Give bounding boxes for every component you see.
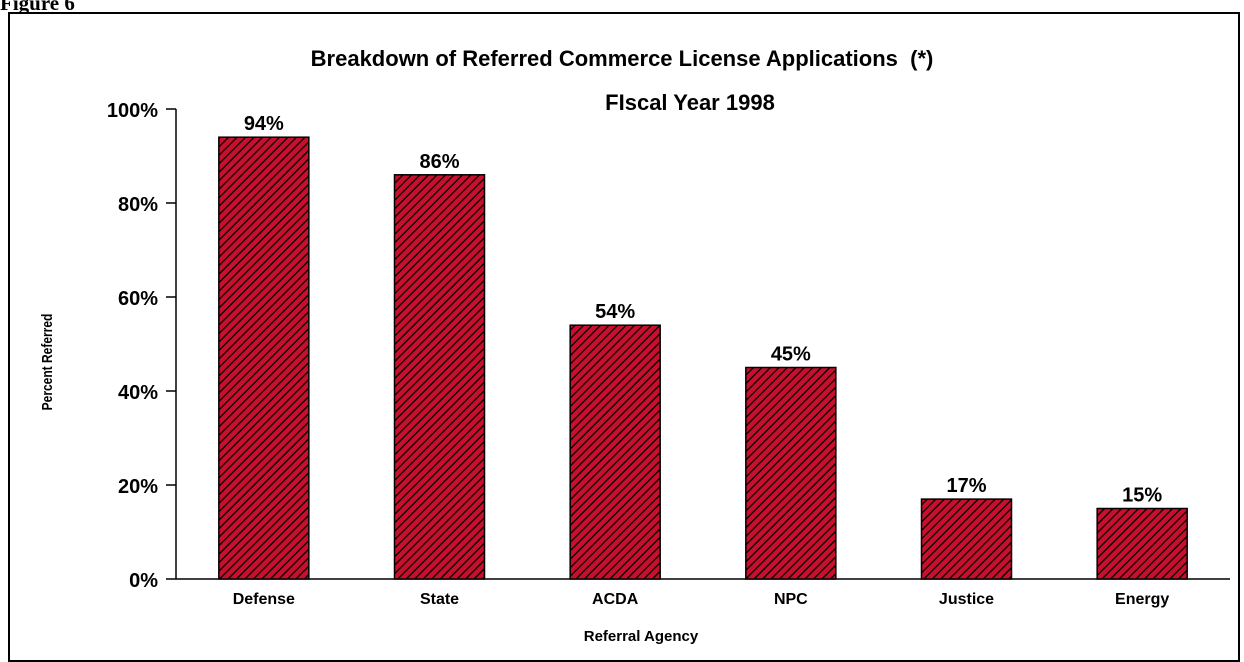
- data-label: 86%: [419, 151, 459, 173]
- bar-defense: [218, 136, 310, 580]
- figure-label: Figure 6: [0, 0, 75, 15]
- x-tick-label: ACDA: [592, 591, 639, 608]
- bar-npc: [745, 366, 837, 580]
- bar-state: [393, 174, 486, 580]
- bar-energy: [1096, 507, 1188, 580]
- data-label: 54%: [595, 301, 635, 323]
- x-tick-label: Justice: [939, 591, 994, 608]
- x-tick-label: Energy: [1115, 591, 1169, 608]
- chart-title: Breakdown of Referred Commerce License A…: [311, 46, 934, 71]
- chart-subtitle: FIscal Year 1998: [605, 90, 775, 115]
- data-label: 17%: [946, 475, 986, 497]
- y-axis-title: Percent Referred: [39, 314, 56, 411]
- x-tick-label: NPC: [774, 591, 808, 608]
- x-axis: Defense State ACDA NPC Justice Energy: [176, 578, 1230, 608]
- x-axis-title: Referral Agency: [584, 628, 699, 645]
- y-tick-label: 0%: [129, 570, 158, 592]
- y-axis: 0% 20% 40% 60% 80% 100%: [107, 100, 177, 592]
- x-tick-label: Defense: [233, 591, 295, 608]
- bar-justice: [920, 498, 1013, 580]
- bars: 94% 86% 54% 45% 17% 15%: [218, 113, 1188, 580]
- data-label: 15%: [1122, 485, 1162, 507]
- data-label: 94%: [244, 113, 284, 135]
- y-tick-label: 60%: [118, 288, 158, 310]
- y-tick-label: 40%: [118, 382, 158, 404]
- y-tick-label: 80%: [118, 194, 158, 216]
- y-tick-label: 20%: [118, 476, 158, 498]
- y-tick-label: 100%: [107, 100, 158, 122]
- data-label: 45%: [771, 344, 811, 366]
- bar-acda: [569, 324, 661, 580]
- x-tick-label: State: [420, 591, 459, 608]
